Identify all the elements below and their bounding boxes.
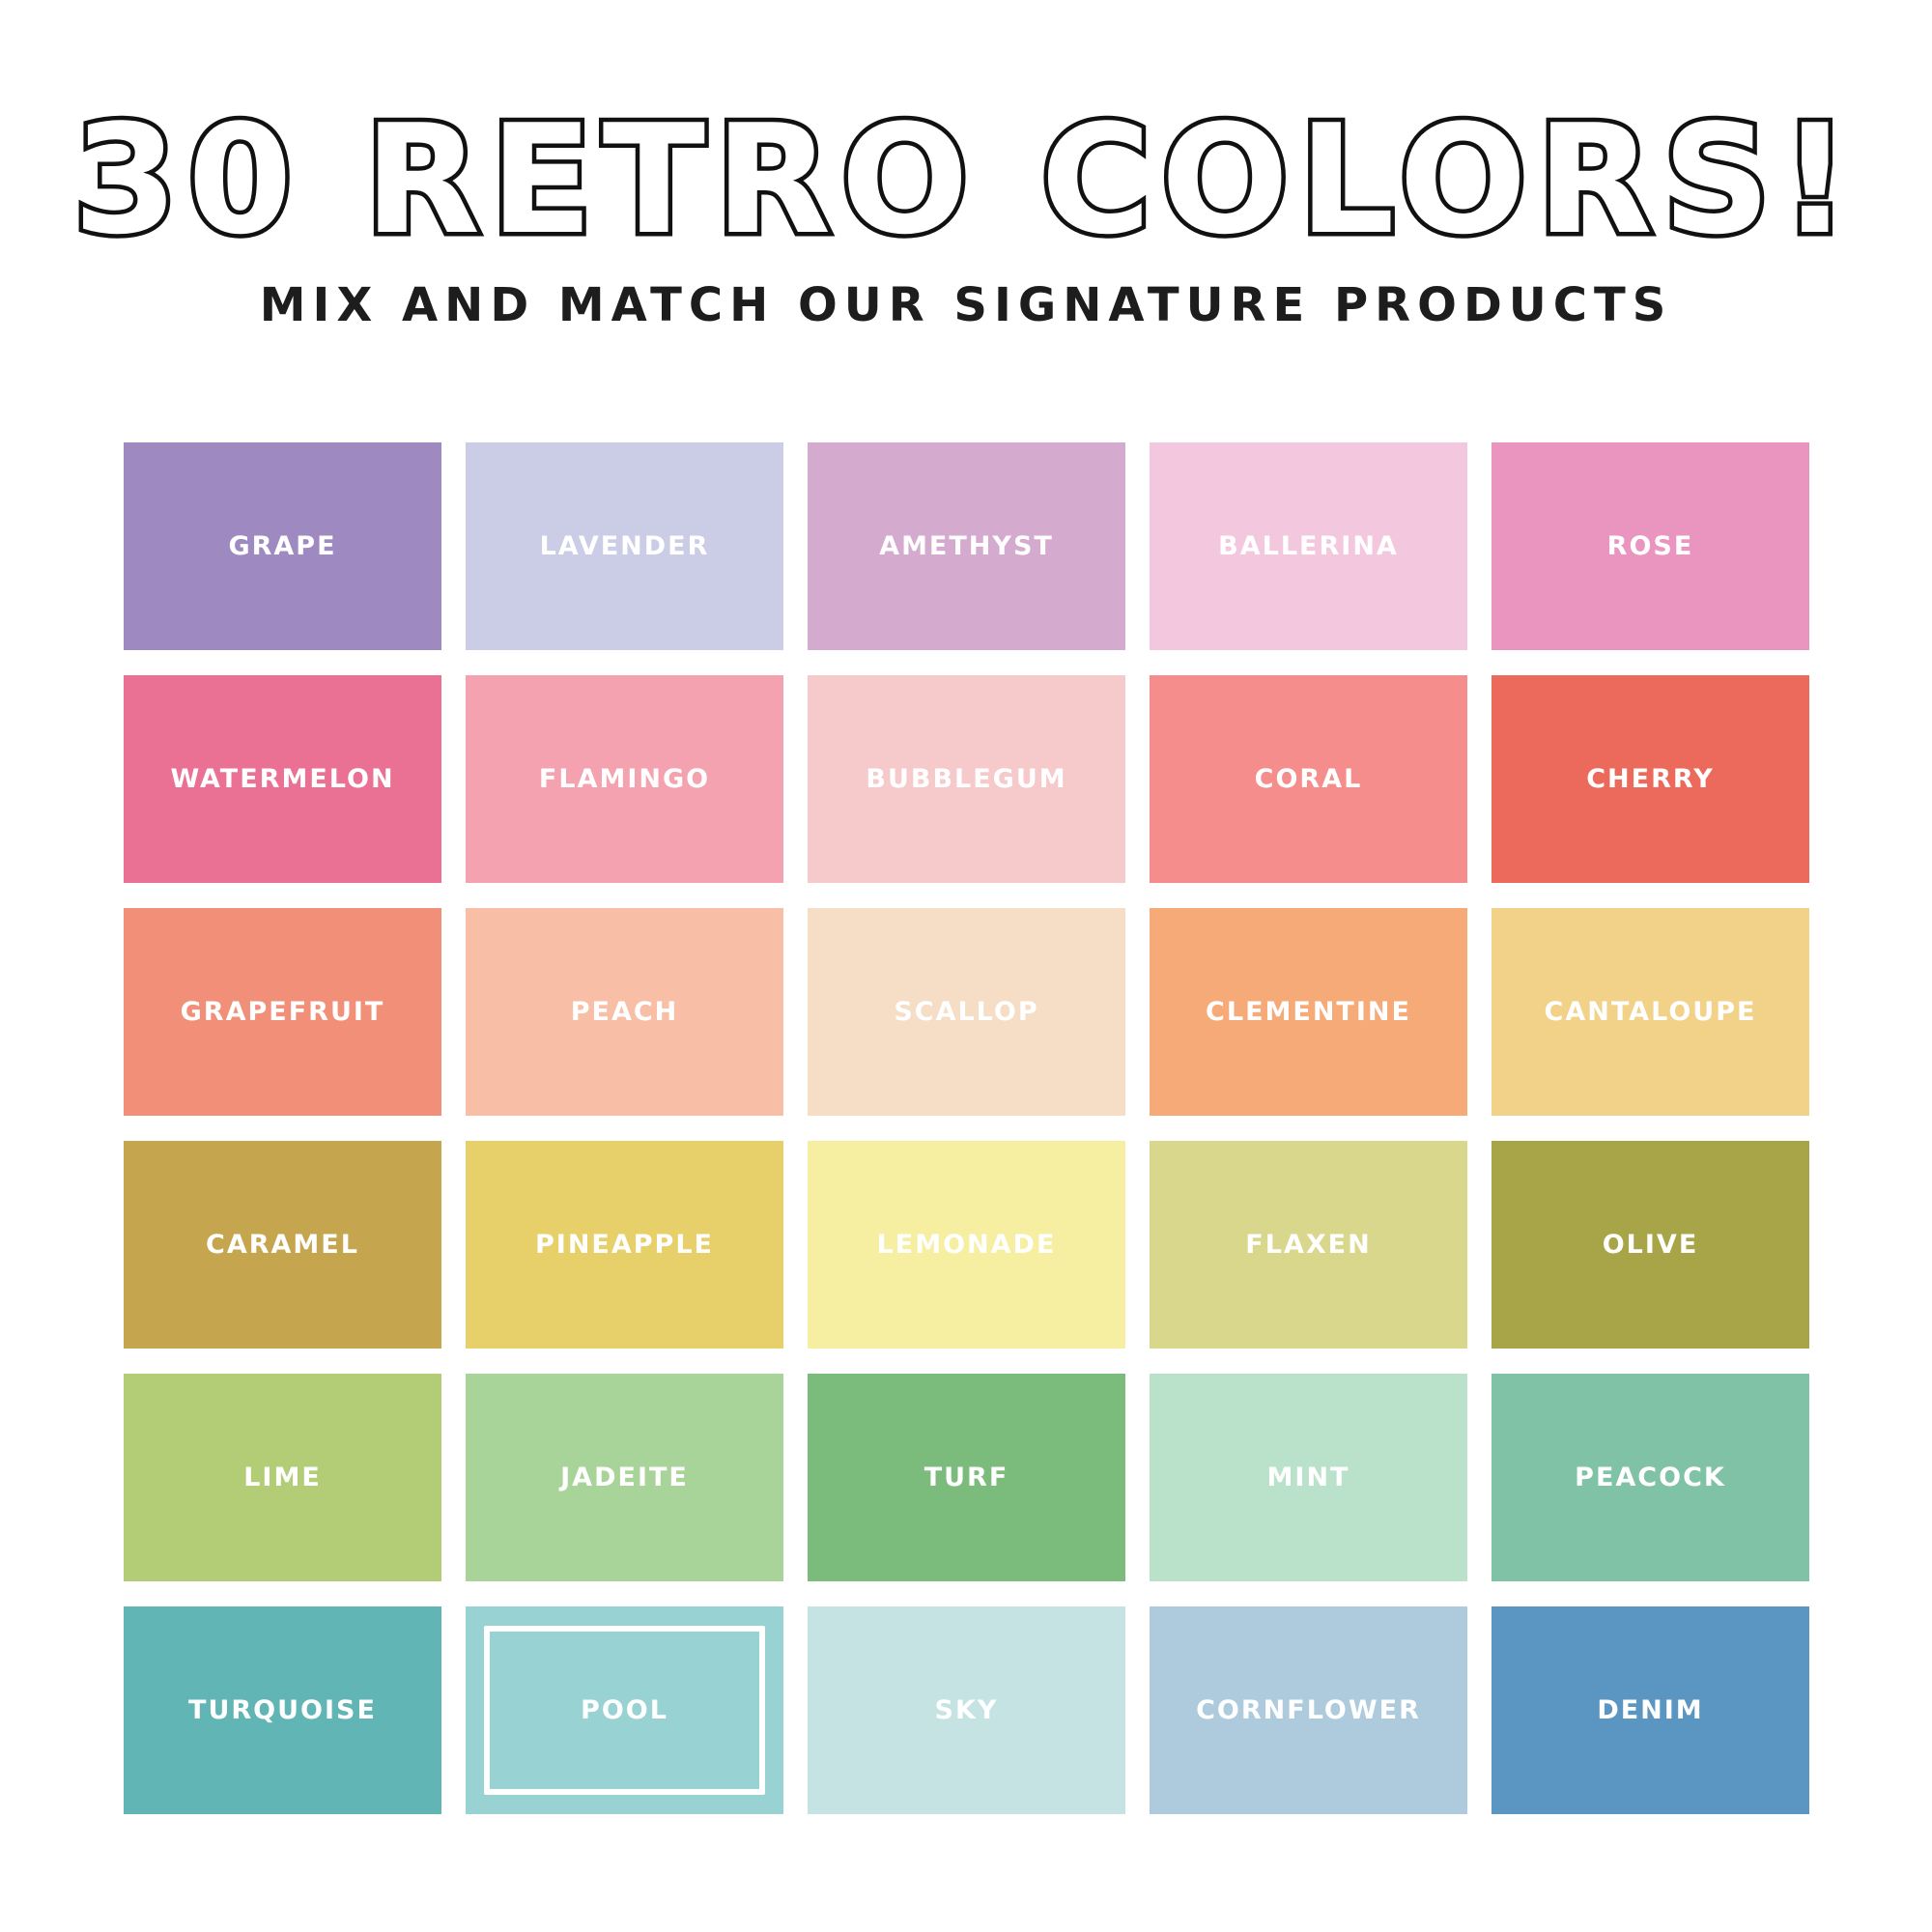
swatch-label: LIME — [243, 1463, 322, 1492]
swatch-label: OLIVE — [1602, 1230, 1699, 1260]
color-swatch-flamingo[interactable]: FLAMINGO — [466, 675, 783, 883]
swatch-label: CORAL — [1254, 764, 1363, 794]
swatch-label: ROSE — [1606, 531, 1694, 561]
color-swatch-caramel[interactable]: CARAMEL — [124, 1141, 441, 1349]
color-swatch-grid: GRAPE LAVENDER AMETHYST BALLERINA ROSE WATERM… — [124, 442, 1809, 1814]
swatch-label: PEACH — [570, 997, 679, 1027]
swatch-label: CORNFLOWER — [1196, 1695, 1421, 1725]
swatch-label: JADEITE — [560, 1463, 689, 1492]
swatch-label: BUBBLEGUM — [866, 764, 1067, 794]
color-swatch-lavender[interactable]: LAVENDER — [466, 442, 783, 650]
swatch-label: SCALLOP — [894, 997, 1039, 1027]
color-swatch-grape[interactable]: GRAPE — [124, 442, 441, 650]
color-swatch-coral[interactable]: CORAL — [1150, 675, 1467, 883]
color-swatch-turquoise[interactable]: TURQUOISE — [124, 1606, 441, 1814]
color-swatch-peacock[interactable]: PEACOCK — [1492, 1374, 1809, 1581]
color-swatch-lemonade[interactable]: LEMONADE — [808, 1141, 1125, 1349]
swatch-label: LAVENDER — [539, 531, 710, 561]
color-swatch-pool[interactable]: POOL — [466, 1606, 783, 1814]
color-swatch-watermelon[interactable]: WATERMELON — [124, 675, 441, 883]
swatch-label: FLAMINGO — [538, 764, 711, 794]
swatch-label: LEMONADE — [876, 1230, 1057, 1260]
swatch-label: PEACOCK — [1575, 1463, 1726, 1492]
swatch-label: CLEMENTINE — [1206, 997, 1411, 1027]
swatch-label: CANTALOUPE — [1544, 997, 1757, 1027]
swatch-label: GRAPEFRUIT — [180, 997, 385, 1027]
swatch-label: AMETHYST — [879, 531, 1054, 561]
swatch-label: WATERMELON — [170, 764, 395, 794]
color-swatch-amethyst[interactable]: AMETHYST — [808, 442, 1125, 650]
color-swatch-turf[interactable]: TURF — [808, 1374, 1125, 1581]
swatch-label: SKY — [934, 1695, 999, 1725]
swatch-label: DENIM — [1597, 1695, 1704, 1725]
color-swatch-flaxen[interactable]: FLAXEN — [1150, 1141, 1467, 1349]
page-subtitle: MIX AND MATCH OUR SIGNATURE PRODUCTS — [259, 278, 1673, 332]
color-swatch-sky[interactable]: SKY — [808, 1606, 1125, 1814]
color-swatch-grapefruit[interactable]: GRAPEFRUIT — [124, 908, 441, 1116]
swatch-label: TURF — [923, 1463, 1009, 1492]
color-swatch-bubblegum[interactable]: BUBBLEGUM — [808, 675, 1125, 883]
swatch-label: PINEAPPLE — [535, 1230, 714, 1260]
color-swatch-mint[interactable]: MINT — [1150, 1374, 1467, 1581]
page-title: 30 RETRO COLORS! — [69, 92, 1860, 268]
swatch-label: MINT — [1266, 1463, 1350, 1492]
color-swatch-clementine[interactable]: CLEMENTINE — [1150, 908, 1467, 1116]
color-swatch-jadeite[interactable]: JADEITE — [466, 1374, 783, 1581]
color-swatch-denim[interactable]: DENIM — [1492, 1606, 1809, 1814]
color-swatch-pineapple[interactable]: PINEAPPLE — [466, 1141, 783, 1349]
swatch-label: POOL — [581, 1695, 668, 1725]
color-swatch-lime[interactable]: LIME — [124, 1374, 441, 1581]
swatch-label: CARAMEL — [206, 1230, 359, 1260]
swatch-label: GRAPE — [228, 531, 337, 561]
color-swatch-cantaloupe[interactable]: CANTALOUPE — [1492, 908, 1809, 1116]
color-swatch-ballerina[interactable]: BALLERINA — [1150, 442, 1467, 650]
swatch-label: BALLERINA — [1218, 531, 1399, 561]
color-swatch-olive[interactable]: OLIVE — [1492, 1141, 1809, 1349]
color-swatch-rose[interactable]: ROSE — [1492, 442, 1809, 650]
swatch-label: TURQUOISE — [188, 1695, 377, 1725]
color-swatch-scallop[interactable]: SCALLOP — [808, 908, 1125, 1116]
swatch-label: FLAXEN — [1245, 1230, 1372, 1260]
color-swatch-cornflower[interactable]: CORNFLOWER — [1150, 1606, 1467, 1814]
color-swatch-peach[interactable]: PEACH — [466, 908, 783, 1116]
color-swatch-cherry[interactable]: CHERRY — [1492, 675, 1809, 883]
swatch-label: CHERRY — [1586, 764, 1715, 794]
